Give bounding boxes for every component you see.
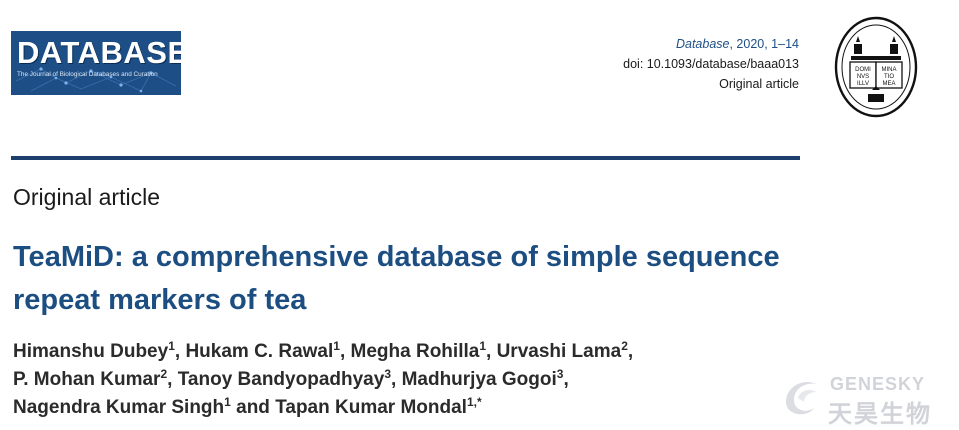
seal-motto-6: MEA xyxy=(882,81,895,87)
author[interactable]: Urvashi Lama xyxy=(496,341,622,362)
article-type: Original article xyxy=(719,77,799,91)
author-affiliation: 1 xyxy=(479,339,487,353)
author-list: Himanshu Dubey1, Hukam C. Rawal1, Megha … xyxy=(13,338,793,422)
article-title: TeaMiD: a comprehensive database of simp… xyxy=(13,241,780,316)
header-rule xyxy=(11,156,800,160)
author[interactable]: Tapan Kumar Mondal xyxy=(275,397,467,418)
citation-meta: Database, 2020, 1–14 doi: 10.1093/databa… xyxy=(623,34,799,94)
author[interactable]: Madhurjya Gogoi xyxy=(401,369,557,390)
author[interactable]: Nagendra Kumar Singh xyxy=(13,397,225,418)
watermark-logo: GENESKY 天昊生物 xyxy=(778,372,946,428)
doi[interactable]: doi: 10.1093/database/baaa013 xyxy=(623,57,799,71)
author-separator: , xyxy=(486,341,497,362)
author-separator: , xyxy=(174,341,186,362)
author-separator: , xyxy=(391,369,402,390)
author[interactable]: Hukam C. Rawal xyxy=(185,341,334,362)
author-affiliation: 2 xyxy=(621,339,628,353)
seal-motto-4: MINA xyxy=(882,67,897,73)
author-separator: , xyxy=(339,341,351,362)
author-separator: , xyxy=(627,341,634,362)
author-affiliation: 2 xyxy=(160,367,168,381)
author[interactable]: Himanshu Dubey xyxy=(13,341,169,362)
author-separator: , xyxy=(563,369,569,390)
author-affiliation: 1 xyxy=(224,395,231,409)
journal-banner-title: DATABASE xyxy=(17,35,181,70)
watermark-text-cn: 天昊生物 xyxy=(828,401,932,428)
author[interactable]: Tanoy Bandyopadhyay xyxy=(177,369,385,390)
author-affiliation: 1 xyxy=(168,339,175,353)
journal-banner-subtitle: The Journal of Biological Databases and … xyxy=(17,71,158,78)
watermark-swirl-icon xyxy=(786,382,816,415)
author-separator: and xyxy=(230,397,276,418)
author-affiliation: 1 xyxy=(333,339,340,353)
citation-line: Database, 2020, 1–14 xyxy=(623,34,799,54)
watermark-text-en: GENESKY xyxy=(830,374,926,394)
journal-year-pages: , 2020, 1–14 xyxy=(729,37,799,51)
seal-motto-3: ILLV xyxy=(857,81,869,87)
author-affiliation: 1,* xyxy=(466,395,482,409)
author-affiliation: 3 xyxy=(384,367,391,381)
seal-motto-5: TIO xyxy=(884,74,894,80)
seal-motto-2: NVS xyxy=(857,74,869,80)
author-affiliation: 3 xyxy=(556,367,564,381)
author-separator: , xyxy=(167,369,178,390)
banner-network-graphic xyxy=(15,67,177,93)
section-label: Original article xyxy=(13,184,160,210)
journal-name: Database xyxy=(675,37,730,51)
author[interactable]: P. Mohan Kumar xyxy=(13,369,161,390)
author[interactable]: Megha Rohilla xyxy=(350,341,480,362)
seal-motto-1: DOMI xyxy=(855,67,871,73)
journal-banner: DATABASE The Journal of Biological Datab… xyxy=(11,31,181,95)
publisher-seal-logo: DOMI NVS ILLV MINA TIO MEA xyxy=(834,16,918,118)
